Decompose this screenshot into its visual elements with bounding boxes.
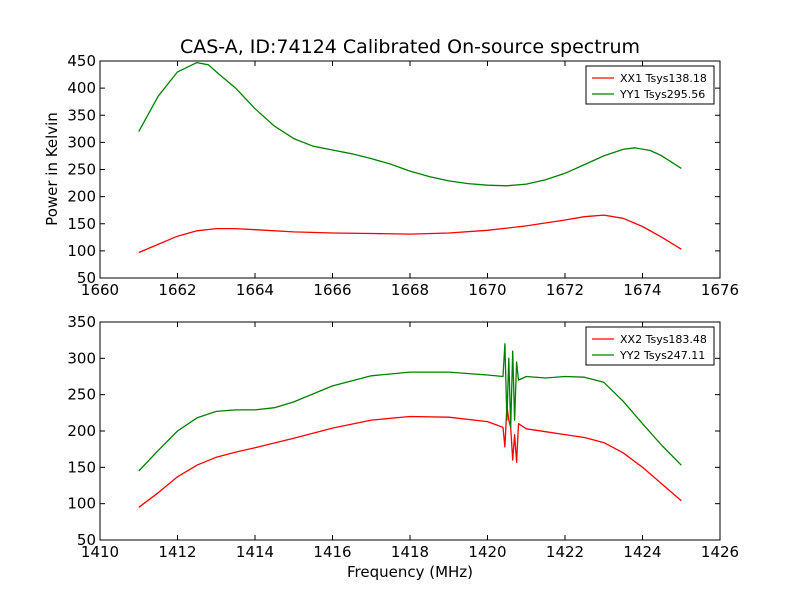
series-line-1-1 (138, 214, 682, 254)
x-tick-label: 1424 (623, 543, 661, 561)
y-tick-label: 350 (67, 313, 96, 331)
chart-title: CAS-A, ID:74124 Calibrated On-source spe… (180, 36, 640, 58)
x-axis-label: Frequency (MHz) (347, 563, 473, 581)
y-tick-label: 300 (67, 133, 96, 151)
legend-box (585, 326, 715, 366)
y-tick-label: 100 (67, 242, 96, 260)
legend-box (585, 65, 715, 105)
x-tick-label: 1670 (468, 281, 506, 299)
y-tick-label: 350 (67, 106, 96, 124)
x-tick-label: 1674 (623, 281, 661, 299)
y-tick-label: 250 (67, 161, 96, 179)
x-tick-label: 1412 (158, 543, 196, 561)
y-tick-label: 450 (67, 52, 96, 70)
subplot-2: 1410 1412 1414 1416 1418 1420 1422 1424 1426 50 10… (67, 313, 739, 561)
x-tick-label: 1418 (391, 543, 429, 561)
y-tick-label: 250 (67, 386, 96, 404)
x-tick-label: 1660 (81, 281, 119, 299)
x-tick-label: 1668 (391, 281, 429, 299)
y-tick-label: 400 (67, 79, 96, 97)
y-tick-label: 300 (67, 349, 96, 367)
x-tick-label: 1664 (236, 281, 274, 299)
plots-group: 1660 1662 1664 1666 1668 1670 1672 1674 1676 50 10… (67, 52, 739, 561)
y-tick-label: 50 (77, 269, 96, 287)
y-tick-label: 200 (67, 188, 96, 206)
legend-1: XX1 Tsys138.18 YY1 Tsys295.56 (585, 65, 715, 105)
x-tick-label: 1422 (546, 543, 584, 561)
y-tick-label: 150 (67, 458, 96, 476)
y-tick-label: 150 (67, 215, 96, 233)
legend-label: YY2 Tsys247.11 (619, 349, 705, 362)
legend-label: XX1 Tsys138.18 (620, 72, 707, 85)
x-tick-label: 1672 (546, 281, 584, 299)
x-tick-label: 1662 (158, 281, 196, 299)
legend-label: YY1 Tsys295.56 (619, 88, 705, 101)
x-tick-label: 1420 (468, 543, 506, 561)
x-tick-label: 1676 (701, 281, 739, 299)
y-axis-label: Power in Kelvin (43, 112, 61, 226)
x-tick-label: 1416 (313, 543, 351, 561)
x-tick-label: 1410 (81, 543, 119, 561)
y-tick-label: 200 (67, 422, 96, 440)
y-tick-label: 50 (77, 531, 96, 549)
subplot-1: 1660 1662 1664 1666 1668 1670 1672 1674 1676 50 10… (67, 52, 739, 299)
x-tick-label: 1666 (313, 281, 351, 299)
x-tick-label: 1426 (701, 543, 739, 561)
legend-2: XX2 Tsys183.48 YY2 Tsys247.11 (585, 326, 715, 366)
series-line-1-2 (138, 61, 682, 187)
y-tick-label: 100 (67, 495, 96, 513)
legend-label: XX2 Tsys183.48 (620, 333, 707, 346)
series-line-2-2 (138, 343, 682, 472)
x-tick-label: 1414 (236, 543, 274, 561)
